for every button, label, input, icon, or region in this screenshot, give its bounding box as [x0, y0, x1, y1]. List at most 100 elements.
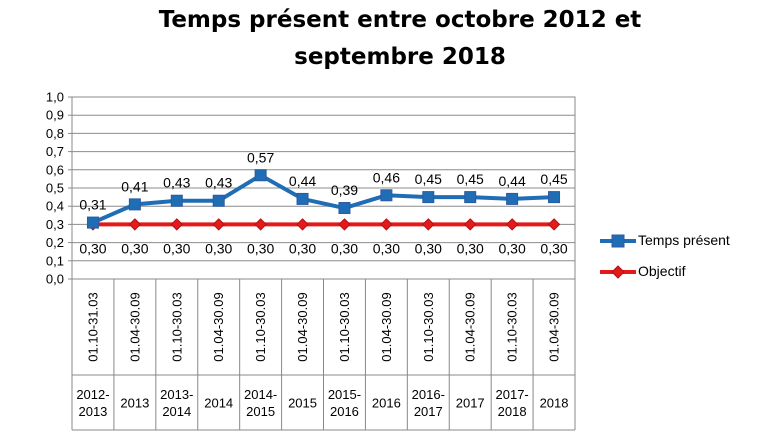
- x-tick-label-period: 01.10-30.03: [421, 292, 436, 361]
- x-tick-label-year: 2014- 2015: [244, 387, 277, 419]
- chart-title-line-1: Temps présent entre octobre 2012 et: [158, 7, 642, 33]
- point-temps-present: [338, 202, 351, 215]
- data-label-objectif: 0,30: [499, 240, 526, 256]
- point-objectif: [505, 218, 519, 231]
- data-label-temps-present: 0,44: [289, 173, 316, 189]
- x-tick-label-period: 01.10-30.03: [253, 292, 268, 361]
- x-tick-label-period: 01.04-30.09: [295, 292, 310, 361]
- data-label-objectif: 0,30: [247, 240, 274, 256]
- data-label-temps-present: 0,39: [331, 182, 358, 198]
- x-tick-label-year-line: 2016-: [412, 387, 445, 402]
- x-tick-label-period: 01.04-30.09: [127, 292, 142, 361]
- data-label-objectif: 0,30: [121, 240, 148, 256]
- point-objectif: [380, 218, 393, 231]
- data-label-temps-present: 0,45: [540, 171, 567, 187]
- point-objectif: [464, 218, 477, 231]
- x-tick-label-year-line: 2015-: [328, 387, 361, 402]
- x-tick-label-year: 2017- 2018: [496, 387, 529, 419]
- x-tick-label-period: 01.10-30.03: [505, 292, 520, 361]
- legend-item-temps-present: Temps présent: [598, 231, 767, 251]
- x-tick-label-period: 01.04-30.09: [379, 292, 394, 361]
- data-label-objectif: 0,30: [457, 240, 484, 256]
- x-tick-label-year: 2017: [456, 396, 485, 411]
- x-tick-label-year-line: 2018: [540, 396, 569, 411]
- legend-label-objectif: Objectif: [638, 263, 686, 279]
- y-tick-label: 0,1: [46, 253, 64, 268]
- data-label-objectif: 0,30: [415, 240, 442, 256]
- x-tick-label-year-line: 2017: [456, 396, 485, 411]
- point-objectif: [128, 218, 142, 231]
- x-tick-label-year: 2016: [372, 396, 401, 411]
- x-tick-label-year-line: 2017: [414, 404, 443, 419]
- point-temps-present: [170, 194, 183, 207]
- x-tick-label-year-line: 2015: [288, 396, 317, 411]
- data-label-objectif: 0,30: [163, 240, 190, 256]
- data-label-temps-present: 0,45: [415, 171, 442, 187]
- chart-title-line-2: septembre 2018: [294, 44, 506, 70]
- point-objectif: [547, 218, 561, 231]
- point-temps-present: [86, 216, 99, 229]
- data-label-temps-present: 0,43: [163, 175, 190, 191]
- data-label-objectif: 0,30: [205, 240, 232, 256]
- point-temps-present: [128, 198, 141, 211]
- legend-label-temps-present: Temps présent: [638, 232, 730, 248]
- x-tick-label-period: 01.10-30.03: [337, 292, 352, 361]
- x-tick-label-year-line: 2015: [246, 404, 275, 419]
- x-tick-label-year: 2018: [540, 396, 569, 411]
- x-tick-label-period: 01.10-31.03: [85, 292, 100, 361]
- data-label-temps-present: 0,57: [247, 149, 274, 165]
- chart-title: Temps présent entre octobre 2012 et sept…: [100, 2, 700, 76]
- x-tick-label-year: 2016- 2017: [412, 387, 445, 419]
- data-label-objectif: 0,30: [373, 240, 400, 256]
- point-objectif: [338, 218, 351, 231]
- point-temps-present: [380, 189, 393, 202]
- point-objectif: [212, 218, 225, 231]
- point-objectif: [170, 218, 183, 231]
- data-label-temps-present: 0,43: [205, 175, 232, 191]
- x-tick-label-year-line: 2016: [372, 396, 401, 411]
- x-tick-label-year: 2015: [288, 396, 317, 411]
- point-objectif: [422, 218, 435, 231]
- data-label-temps-present: 0,44: [499, 173, 526, 189]
- y-tick-label: 0,0: [46, 272, 64, 287]
- data-label-temps-present: 0,41: [121, 178, 148, 194]
- x-tick-label-year-line: 2016: [330, 404, 359, 419]
- point-objectif: [296, 218, 309, 231]
- point-objectif: [254, 218, 267, 231]
- y-tick-label: 1,0: [46, 90, 64, 105]
- y-tick-label: 0,6: [46, 162, 64, 177]
- point-temps-present: [422, 191, 435, 204]
- x-tick-label-year-line: 2017-: [496, 387, 529, 402]
- point-temps-present: [296, 192, 309, 205]
- x-tick-label-year: 2013: [120, 396, 149, 411]
- legend-swatch-objectif: [600, 265, 636, 279]
- x-tick-label-year-line: 2014: [162, 404, 191, 419]
- point-temps-present: [212, 194, 225, 207]
- x-tick-label-year-line: 2013: [120, 396, 149, 411]
- legend-swatch-temps-present: [600, 234, 636, 248]
- series-line-temps-present: [92, 172, 555, 225]
- x-tick-label-period: 01.10-30.03: [169, 292, 184, 361]
- y-tick-label: 0,2: [46, 235, 64, 250]
- x-tick-label-year-line: 2018: [498, 404, 527, 419]
- y-tick-label: 0,5: [46, 181, 64, 196]
- y-tick-label: 0,9: [46, 108, 64, 123]
- y-tick-label: 0,7: [46, 144, 64, 159]
- x-tick-label-period: 01.04-30.09: [211, 292, 226, 361]
- point-temps-present: [464, 191, 477, 204]
- point-temps-present: [506, 192, 519, 205]
- point-temps-present: [548, 191, 561, 204]
- data-label-objectif: 0,30: [540, 240, 567, 256]
- y-tick-label: 0,4: [46, 199, 64, 214]
- legend-item-objectif: Objectif: [598, 262, 767, 282]
- data-label-temps-present: 0,45: [457, 171, 484, 187]
- x-tick-label-period: 01.04-30.09: [463, 292, 478, 361]
- x-tick-label-year: 2014: [204, 396, 233, 411]
- y-tick-label: 0,8: [46, 126, 64, 141]
- data-label-temps-present: 0,46: [373, 169, 400, 185]
- x-tick-label-period: 01.04-30.09: [547, 292, 562, 361]
- x-tick-label-year-line: 2012-: [76, 387, 109, 402]
- x-tick-label-year: 2013- 2014: [160, 387, 193, 419]
- data-label-temps-present: 0,31: [79, 197, 106, 213]
